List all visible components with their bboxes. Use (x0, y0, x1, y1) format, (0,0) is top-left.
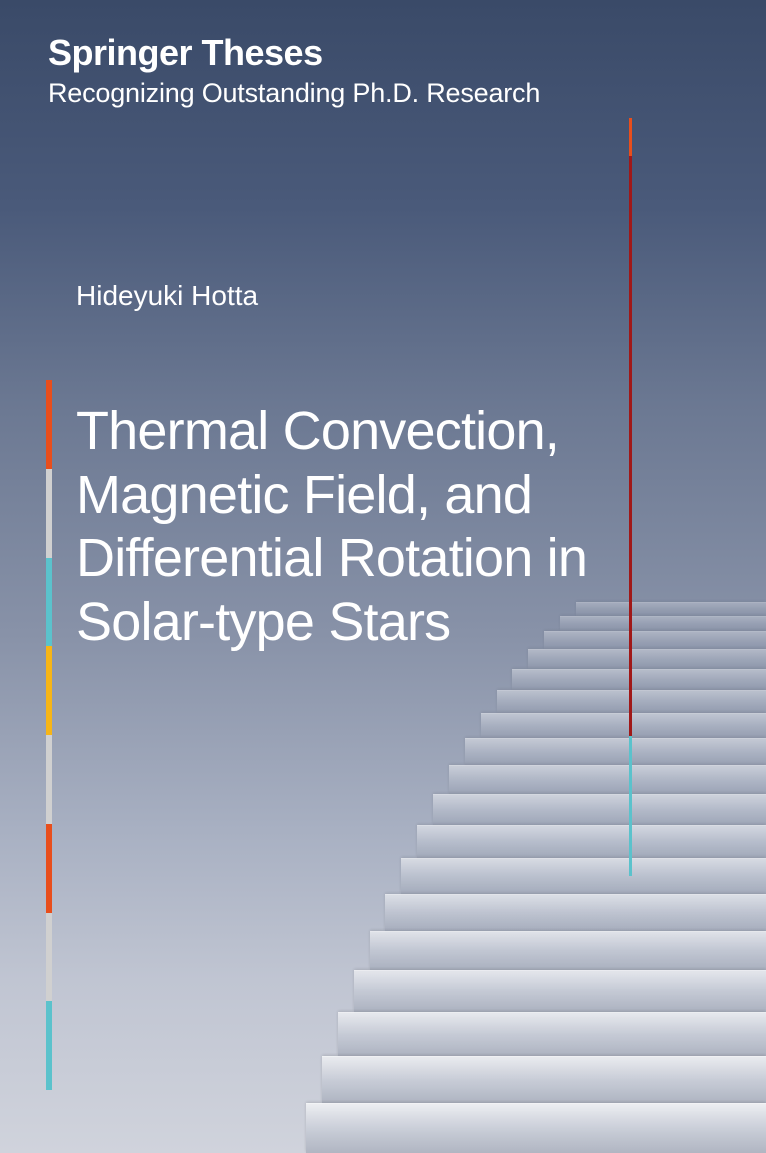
author-name: Hideyuki Hotta (76, 280, 258, 312)
right-accent-bar-top (629, 118, 632, 156)
right-accent-bar-bottom (629, 736, 632, 876)
left-accent-bar (46, 380, 52, 1090)
series-subtitle: Recognizing Outstanding Ph.D. Research (48, 78, 540, 109)
right-accent-bar-main (629, 156, 632, 736)
series-header: Springer Theses Recognizing Outstanding … (48, 32, 540, 109)
book-title: Thermal Convection, Magnetic Field, and … (76, 400, 716, 655)
series-title: Springer Theses (48, 32, 540, 74)
